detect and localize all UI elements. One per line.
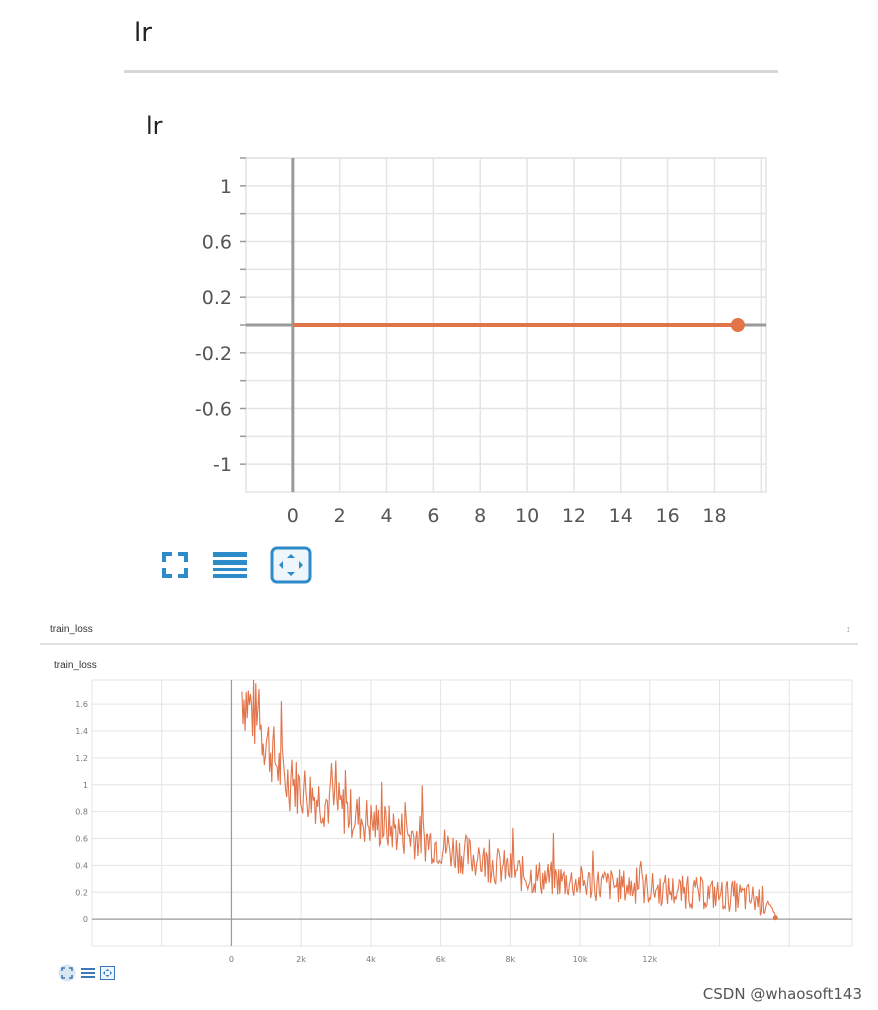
tl-y-tick-label: 0 [83,915,88,924]
lr-chart-toolbar [160,546,312,584]
train-loss-chart-title: train_loss [54,660,97,671]
tl-plot-frame [91,679,853,947]
tl-y-tick-label: 1.2 [75,754,88,763]
lr-x-tick-label: 0 [287,505,299,527]
lr-x-ticks: 0 2 4 6 8 10 12 14 16 18 [287,505,727,527]
tl-x-tick-label: 10k [573,955,588,964]
train-loss-series-line [241,679,776,916]
lr-x-tick-label: 12 [562,505,586,527]
train-loss-end-point [772,915,778,921]
lr-end-point [730,318,745,332]
tl-x-tick-label: 8k [505,955,515,964]
expand-icon[interactable] [58,964,76,982]
lr-series [292,318,745,332]
lr-x-tick-label: 18 [702,505,726,527]
train-loss-series [241,679,778,921]
expand-icon[interactable] [160,550,190,580]
lr-x-tick-label: 6 [427,505,439,527]
tl-y-tick-label: 1.6 [75,700,88,709]
lr-y-tick-label: 0.2 [202,287,232,309]
tl-x-tick-label: 4k [366,955,376,964]
lr-chart-title: lr [146,112,163,140]
lr-x-tick-label: 16 [656,505,680,527]
fit-domain-icon[interactable] [270,546,312,584]
lr-y-tick-label: -1 [213,454,232,476]
lr-y-tick-label: -0.2 [195,343,232,365]
tl-y-tick-label: 0.8 [75,808,88,817]
tl-y-tick-label: 1 [83,781,88,790]
collapse-icon[interactable]: ↕ [846,624,851,634]
train-loss-axes [92,680,852,946]
data-table-icon[interactable] [81,967,95,979]
tl-y-tick-label: 0.2 [75,888,88,897]
section-divider [124,70,778,73]
lr-y-tick-label: 1 [220,176,232,198]
lr-x-tick-label: 14 [609,505,633,527]
lr-y-tick-label: -0.6 [195,399,232,421]
section-divider [40,643,858,645]
tl-x-tick-label: 2k [296,955,306,964]
fit-domain-icon[interactable] [100,966,115,980]
tl-y-tick-label: 0.4 [75,861,88,870]
train-loss-x-ticks: 0 2k 4k 6k 8k 10k 12k [229,955,658,964]
train-loss-grid [91,679,853,947]
tl-y-tick-label: 1.4 [75,727,88,736]
lr-x-tick-label: 2 [334,505,346,527]
tl-y-tick-label: 0.6 [75,835,88,844]
train-loss-y-ticks: 1.6 1.4 1.2 1 0.8 0.6 0.4 0.2 0 [75,700,88,924]
lr-y-tick-label: 0.6 [202,232,232,254]
lr-x-tick-label: 8 [474,505,486,527]
watermark: CSDN @whaosoft143 [702,985,862,1003]
lr-section-title[interactable]: lr [134,18,152,48]
train-loss-section-title[interactable]: train_loss [50,624,93,635]
data-table-icon[interactable] [212,550,248,580]
tl-x-tick-label: 12k [642,955,657,964]
tl-x-tick-label: 0 [229,955,234,964]
lr-x-tick-label: 10 [515,505,539,527]
lr-y-ticks: 1 0.6 0.2 -0.2 -0.6 -1 [195,176,232,476]
train-loss-chart-toolbar [58,964,115,982]
lr-x-tick-label: 4 [380,505,392,527]
tl-x-tick-label: 6k [436,955,446,964]
